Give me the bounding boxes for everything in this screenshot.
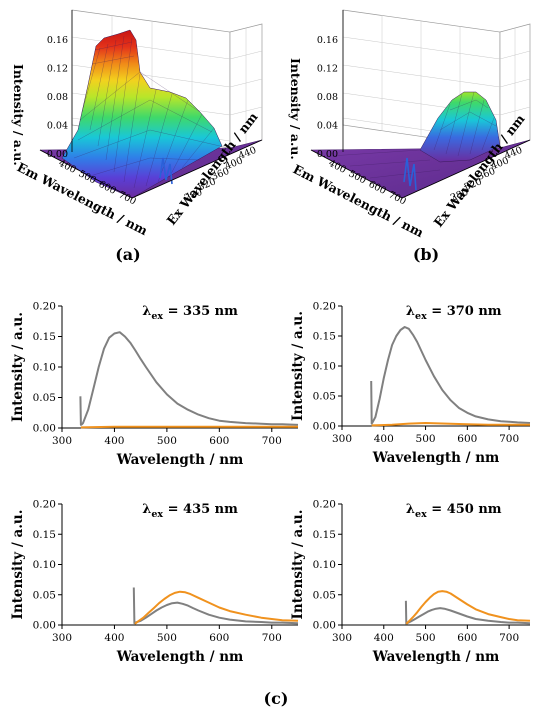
y-tick-label: 0.05 [313,391,336,403]
y-tick-label: 0.05 [33,589,56,601]
spectrum-chart-2: 0.00 0.05 0.10 0.15 0.20 300 400 500 600 700 λex =… [290,301,531,466]
y-tick-label: 0.00 [313,620,336,632]
series-line-2 [134,590,299,625]
z-tick-label: 0.16 [317,35,338,46]
x-tick-label: 300 [52,632,72,644]
y-tick-label: 0.00 [313,421,336,433]
excitation-annotation: λex = 435 nm [142,502,238,520]
series-line-1 [132,587,299,625]
x-tick-label: 400 [104,632,124,644]
surface-spike [403,157,417,191]
z-tick-labels-b: 0.00 0.04 0.08 0.12 0.16 [317,35,338,160]
panel-label-b: (b) [413,245,439,264]
z-tick-label: 0.08 [47,92,68,103]
y-tick-label: 0.05 [33,392,56,404]
x-tick-label: 400 [104,435,124,447]
y-tick-label: 0.10 [33,362,56,374]
x-axis-title: Wavelength / nm [372,450,500,466]
series-line-2 [371,422,530,427]
y-tick-label: 0.15 [313,529,336,541]
series-line-1 [79,331,299,426]
y-tick-label: 0.10 [33,559,56,571]
y-axis-title: Intensity / a.u. [290,311,306,421]
surface-peak [419,91,501,163]
y-tick-label: 0.15 [33,331,56,343]
y-tick-label: 0.00 [33,620,56,632]
z-axis-title-b: Intensity / a.u. [288,58,303,160]
y-axis-title: Intensity / a.u. [290,510,306,620]
y-tick-label: 0.10 [313,559,336,571]
excitation-annotation: λex = 450 nm [406,502,502,520]
spectra-panel-c: 0.00 0.05 0.10 0.15 0.20 300 400 500 600 700 λex =… [10,301,531,665]
y-tick-label: 0.10 [313,361,336,373]
z-tick-label: 0.04 [47,121,68,132]
y-tick-label: 0.05 [313,589,336,601]
y-tick-label: 0.15 [313,331,336,343]
x-axis-title: Wavelength / nm [372,649,500,665]
x-tick-label: 700 [262,435,282,447]
x-tick-label: 700 [262,632,282,644]
series-line-2 [405,590,531,625]
x-tick-label: 500 [416,433,436,445]
x-tick-label: 600 [209,632,229,644]
spectrum-chart-1: 0.00 0.05 0.10 0.15 0.20 300 400 500 600 700 λex =… [10,301,299,468]
spectrum-chart-3: 0.00 0.05 0.10 0.15 0.20 300 400 500 600 700 λex =… [10,499,299,665]
y-axis-title: Intensity / a.u. [10,510,26,620]
z-tick-label: 0.00 [47,149,68,160]
x-axis-title: Wavelength / nm [116,649,244,665]
x-tick-label: 300 [332,632,352,644]
y-tick-label: 0.15 [33,529,56,541]
x-tick-label: 700 [499,433,519,445]
z-tick-label: 0.12 [47,64,68,75]
x-tick-label: 500 [157,435,177,447]
mesh-lines [329,91,497,179]
z-tick-labels-a: 0.00 0.04 0.08 0.12 0.16 [47,35,68,160]
x-tick-label: 500 [416,632,436,644]
series-line-1 [404,600,531,625]
x-axis-title: Wavelength / nm [116,452,244,468]
x-tick-label: 400 [374,433,394,445]
x-tick-label: 600 [457,632,477,644]
y-tick-label: 0.20 [33,301,56,313]
panel-label-a: (a) [115,245,141,264]
y-tick-label: 0.20 [33,499,56,511]
x-tick-label: 300 [332,433,352,445]
excitation-annotation: λex = 370 nm [406,304,502,322]
spectrum-chart-4: 0.00 0.05 0.10 0.15 0.20 300 400 500 600 700 λex =… [290,499,531,665]
z-tick-label: 0.12 [317,64,338,75]
x-tick-label: 300 [52,435,72,447]
x-tick-label: 700 [499,632,519,644]
x-tick-label: 500 [157,632,177,644]
surface-spike [159,157,173,185]
z-tick-label: 0.16 [47,35,68,46]
excitation-annotation: λex = 335 nm [142,304,238,322]
z-axis-title-a: Intensity / a.u. [11,64,26,166]
series-line-1 [370,326,531,425]
x-tick-label: 400 [374,632,394,644]
z-tick-label: 0.04 [317,121,338,132]
y-tick-label: 0.20 [313,499,336,511]
y-tick-label: 0.00 [33,423,56,435]
panel-label-c: (c) [264,689,289,708]
x-tick-label: 600 [209,435,229,447]
z-tick-label: 0.00 [317,149,338,160]
series-line-2 [80,425,298,429]
mesh-lines [73,35,221,189]
x-tick-label: 600 [457,433,477,445]
y-tick-label: 0.20 [313,301,336,313]
y-axis-title: Intensity / a.u. [10,312,26,422]
z-tick-label: 0.08 [317,92,338,103]
